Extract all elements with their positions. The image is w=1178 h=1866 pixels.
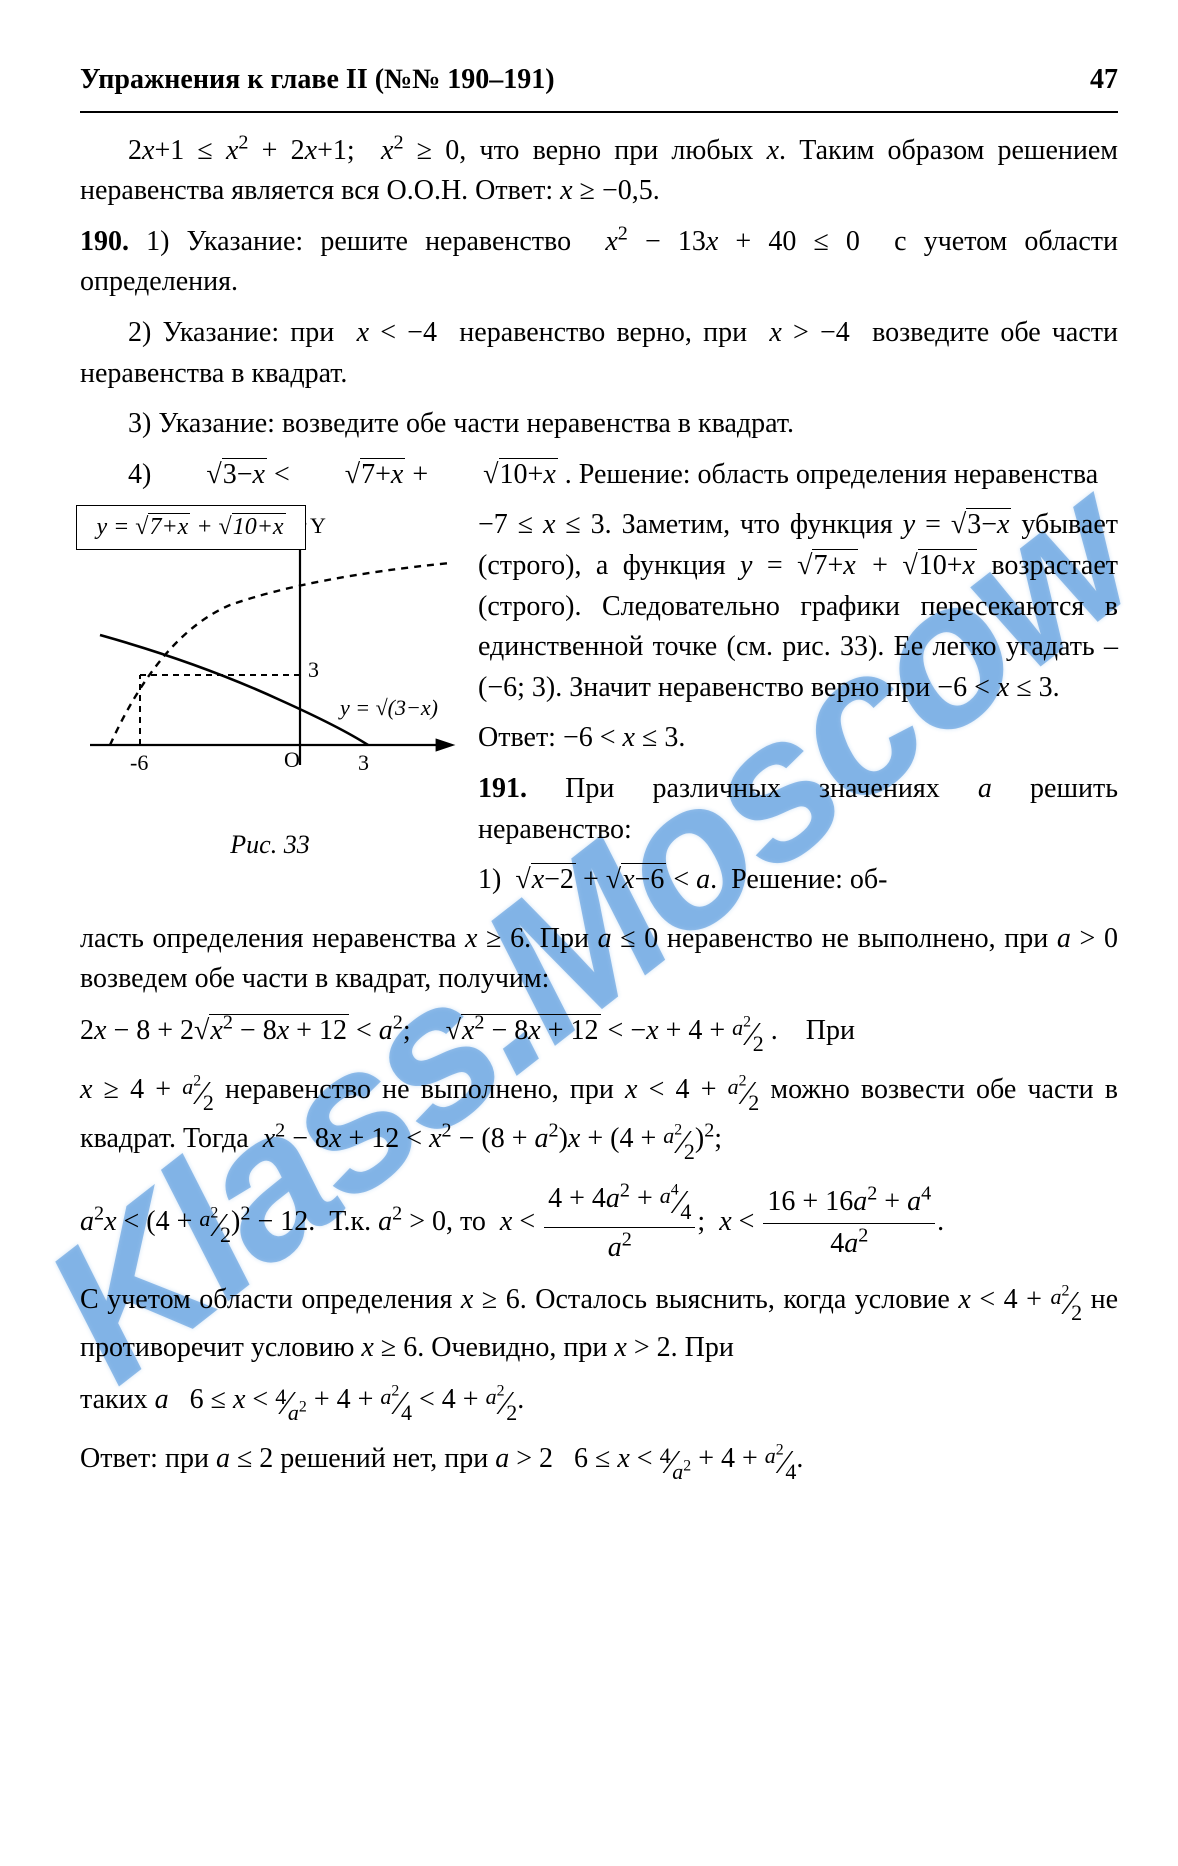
figure-33-svg: Y O -6 3 3 y = √(3−x) [80,505,460,805]
origin-label: O [284,747,300,772]
page-content: Упражнения к главе II (№№ 190–191) 47 2x… [0,0,1178,1557]
exercise-190-4a: 4) 3−x < 7+x + 10+x . Решение: область о… [80,455,1118,496]
header-title: Упражнения к главе II (№№ 190–191) [80,60,555,101]
exercise-number-191: 191. [478,773,527,804]
exercise-190-2: 2) Указание: при x < −4 неравенство верн… [80,313,1118,394]
exercise-190-1: 190. 1) Указание: решите неравенство x2 … [80,222,1118,303]
exercise-190-3: 3) Указание: возведите обе части неравен… [80,404,1118,445]
figure-text-column: −7 ≤ x ≤ 3. Заметим, что функция y = 3−x… [478,505,1118,910]
page-number: 47 [1090,60,1118,101]
figure-33-block: Y O -6 3 3 y = √(3−x) y = 7+x + 10+x [80,505,1118,910]
p191-cont4: таких a 6 ≤ x < 4⁄a2 + 4 + a2⁄4 < 4 + a2… [80,1379,1118,1428]
curve1-label-box: y = 7+x + 10+x [76,505,306,550]
p191-cont1: ласть определения неравенства x ≥ 6. При… [80,919,1118,1000]
answer-190: Ответ: −6 < x ≤ 3. [478,718,1118,759]
p191-cont2: x ≥ 4 + a2⁄2 неравенство не выполнено, п… [80,1069,1118,1168]
figure-33: Y O -6 3 3 y = √(3−x) y = 7+x + 10+x [80,505,460,863]
xtick-neg6: -6 [130,750,148,775]
header-rule [80,111,1118,113]
xtick-3: 3 [358,750,369,775]
answer-191: Ответ: при a ≤ 2 решений нет, при a > 2 … [80,1438,1118,1487]
p191-eq2: a2x < (4 + a2⁄2)2 − 12. Т.к. a2 > 0, то … [80,1178,1118,1269]
para-continuation: 2x+1 ≤ x2 + 2x+1; x2 ≥ 0, что верно при … [80,131,1118,212]
figure-33-caption: Рис. 33 [80,826,460,864]
y-axis-label: Y [310,513,326,538]
curve2-label: y = √(3−x) [338,695,438,720]
running-header: Упражнения к главе II (№№ 190–191) 47 [80,60,1118,101]
ytick-3: 3 [308,657,319,682]
p191-eq1: 2x − 8 + 2x2 − 8x + 12 < a2; x2 − 8x + 1… [80,1010,1118,1059]
exercise-number-190: 190. [80,226,129,257]
p191-cont3: С учетом области определения x ≥ 6. Оста… [80,1279,1118,1369]
